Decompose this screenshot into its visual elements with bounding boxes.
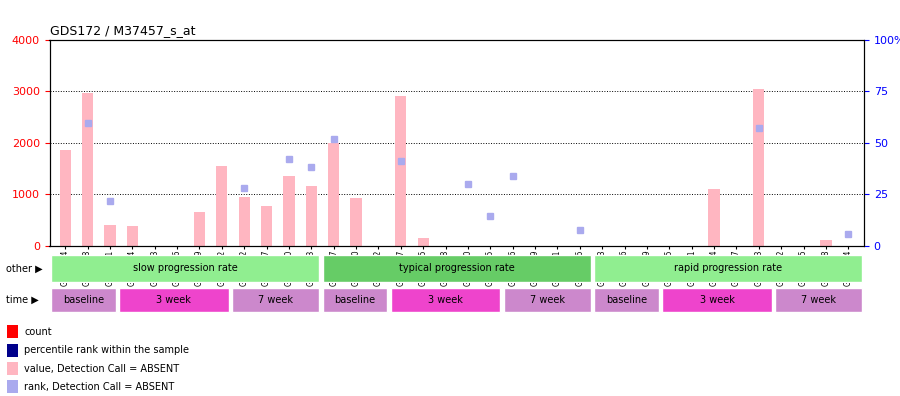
Bar <box>284 176 294 246</box>
Bar <box>821 240 832 246</box>
Text: baseline: baseline <box>335 295 375 305</box>
Text: typical progression rate: typical progression rate <box>399 263 515 273</box>
Bar <box>708 189 720 246</box>
Bar <box>238 196 250 246</box>
Bar <box>7 344 18 357</box>
Bar <box>82 93 93 246</box>
Bar <box>391 288 500 312</box>
Bar <box>322 288 387 312</box>
Text: 3 week: 3 week <box>699 295 734 305</box>
Text: value, Detection Call = ABSENT: value, Detection Call = ABSENT <box>24 364 179 373</box>
Text: other ▶: other ▶ <box>6 263 43 273</box>
Bar <box>7 325 18 339</box>
Bar <box>753 88 764 246</box>
Bar <box>127 226 138 246</box>
Text: time ▶: time ▶ <box>6 295 39 305</box>
Text: 3 week: 3 week <box>157 295 192 305</box>
Text: baseline: baseline <box>63 295 104 305</box>
Bar <box>504 288 591 312</box>
Bar <box>350 198 362 246</box>
Bar <box>418 238 428 246</box>
Bar <box>7 380 18 394</box>
Bar <box>775 288 862 312</box>
Bar <box>51 255 320 282</box>
Bar <box>395 96 407 246</box>
Text: rapid progression rate: rapid progression rate <box>674 263 782 273</box>
Bar <box>51 288 116 312</box>
Text: count: count <box>24 327 52 337</box>
Text: 7 week: 7 week <box>258 295 293 305</box>
Bar <box>59 150 71 246</box>
Bar <box>328 143 339 246</box>
Text: percentile rank within the sample: percentile rank within the sample <box>24 345 189 355</box>
Bar <box>322 255 591 282</box>
Bar <box>104 225 115 246</box>
Bar <box>306 186 317 246</box>
Text: baseline: baseline <box>606 295 647 305</box>
Bar <box>232 288 320 312</box>
Text: GDS172 / M37457_s_at: GDS172 / M37457_s_at <box>50 24 195 37</box>
Bar <box>594 255 862 282</box>
Bar <box>7 362 18 375</box>
Bar <box>216 166 228 246</box>
Text: 3 week: 3 week <box>428 295 463 305</box>
Text: rank, Detection Call = ABSENT: rank, Detection Call = ABSENT <box>24 382 175 392</box>
Bar <box>119 288 229 312</box>
Bar <box>194 211 205 246</box>
Bar <box>261 206 272 246</box>
Text: 7 week: 7 week <box>801 295 836 305</box>
Bar <box>662 288 772 312</box>
Bar <box>594 288 659 312</box>
Text: 7 week: 7 week <box>530 295 565 305</box>
Text: slow progression rate: slow progression rate <box>133 263 238 273</box>
